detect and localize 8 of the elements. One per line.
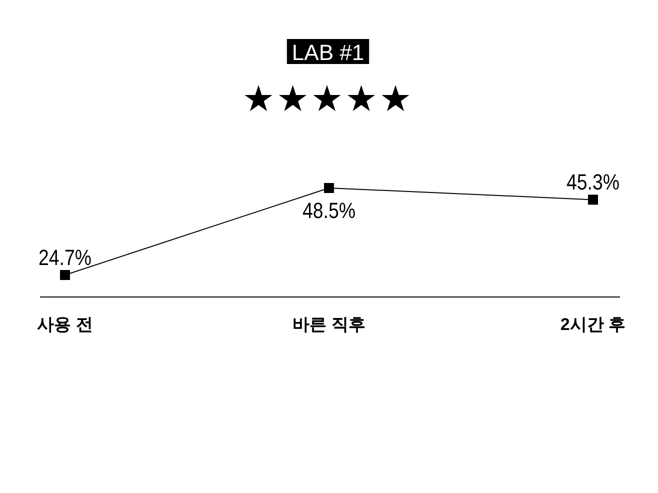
data-label: 48.5%: [302, 200, 356, 224]
chart-title: LAB #1: [292, 40, 364, 65]
data-label: 45.3%: [566, 171, 620, 196]
x-tick-label: 바른 직후: [292, 315, 366, 334]
x-tick-label: 2시간 후: [560, 315, 626, 334]
data-label: 24.7%: [38, 246, 92, 270]
x-tick-label: 사용 전: [37, 315, 93, 334]
chart-subtitle: ★★★★★: [242, 79, 414, 120]
